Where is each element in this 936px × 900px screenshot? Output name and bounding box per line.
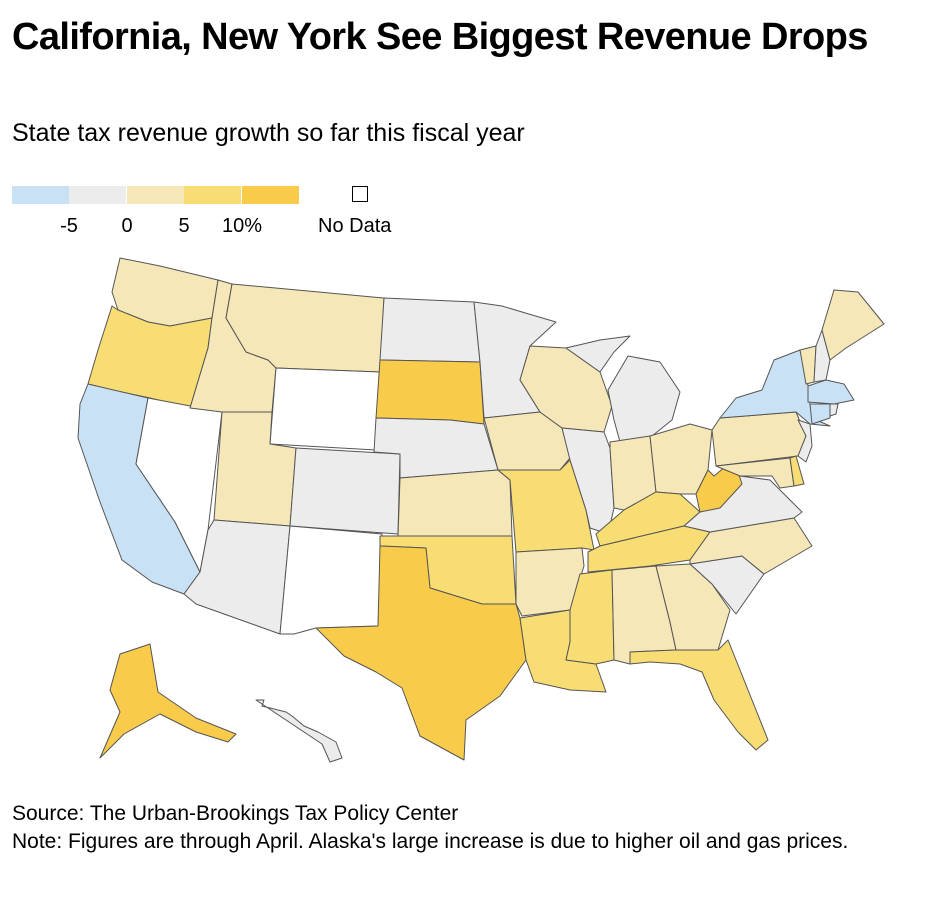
source-text: Source: The Urban-Brookings Tax Policy C… (12, 802, 459, 825)
state-RI (829, 403, 839, 417)
state-NM (279, 525, 383, 635)
legend-tick-1: -5 (60, 215, 78, 237)
state-MI2 (565, 335, 631, 373)
legend-swatch-1 (12, 186, 69, 204)
chart-subtitle: State tax revenue growth so far this fis… (12, 119, 525, 147)
legend-swatch-4 (184, 186, 241, 204)
us-state-map (77, 257, 885, 763)
state-KS (397, 469, 513, 537)
chart-title: California, New York See Biggest Revenue… (12, 16, 868, 58)
state-TX (315, 545, 527, 761)
color-legend: -5 0 5 10% No Data (12, 186, 432, 246)
legend-no-data-swatch (352, 186, 368, 202)
state-ND (379, 297, 481, 363)
state-CO (289, 447, 401, 535)
legend-no-data-label: No Data (318, 215, 392, 237)
state-DE (789, 455, 805, 487)
state-ME (821, 289, 885, 361)
state-HI (255, 699, 343, 763)
state-NH (813, 329, 831, 383)
state-CT (809, 403, 831, 425)
footer: Source: The Urban-Brookings Tax Policy C… (12, 800, 924, 856)
legend-swatch-3 (127, 186, 184, 204)
legend-tick-3: 5 (178, 215, 190, 237)
state-MA (807, 379, 855, 405)
state-WY (269, 367, 381, 451)
state-SD (375, 359, 485, 425)
legend-swatch-5 (242, 186, 299, 204)
state-AK (99, 643, 237, 759)
legend-tick-4: 10% (221, 215, 263, 237)
legend-tick-2: 0 (121, 215, 133, 237)
state-FL (629, 639, 769, 751)
legend-swatch-2 (69, 186, 126, 204)
state-MI (607, 355, 681, 443)
note-text: Note: Figures are through April. Alaska'… (12, 830, 849, 853)
